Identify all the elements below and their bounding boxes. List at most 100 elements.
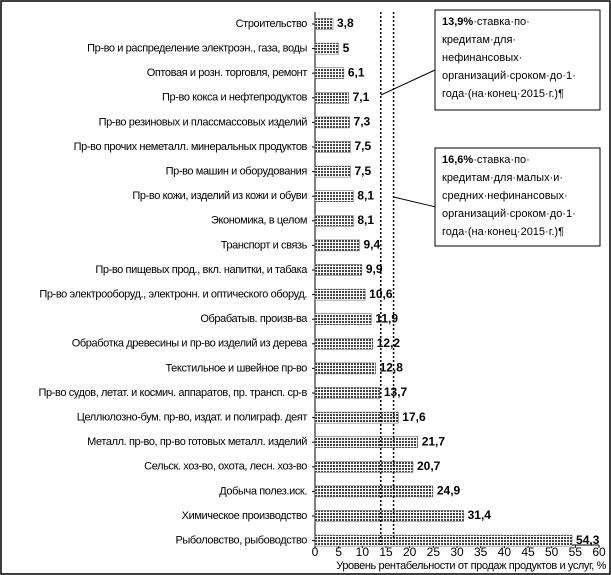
y-tick-label: Строительство [236, 18, 308, 30]
annotation-line: кредитам·для·малых·и· [442, 172, 563, 184]
annotation-text: организаций·сроком·до·1· [442, 70, 576, 82]
x-tick-label: 55 [569, 545, 583, 559]
annotation-box [434, 147, 601, 247]
value-label: 24,9 [437, 484, 461, 498]
annotation-text: нефинансовых· [442, 52, 522, 64]
y-tick-label: Пр-во прочих неметалл. минеральных проду… [74, 141, 308, 153]
value-label: 9,4 [363, 238, 380, 252]
annotation-line: ·ставка·по· [473, 16, 530, 28]
bar [314, 116, 350, 129]
x-tick-label: 15 [379, 545, 393, 559]
y-tick-label: Рыболовство, рыбоводство [175, 535, 307, 547]
annotation-text: года·(на·конец·2015·г.)¶ [442, 226, 564, 238]
value-label: 13,7 [384, 385, 408, 399]
value-label: 6,1 [348, 65, 365, 79]
annotation-line: года·(на·конец·2015·г.)¶ [442, 226, 564, 238]
annotation-bold: 13,9% [442, 16, 473, 28]
value-label: 7,1 [353, 90, 370, 104]
annotation-connector [380, 69, 436, 96]
y-tick-label: Пр-во резиновых и пласcмассовых изделий [99, 116, 308, 128]
bar [314, 141, 351, 153]
bar [314, 313, 372, 325]
x-tick-label: 50 [545, 545, 559, 559]
y-tick-label: Пр-во и распределение электроэн., газа, … [87, 43, 307, 55]
bar [314, 239, 360, 252]
annotation-text: организаций·сроком·до·1· [442, 208, 576, 220]
annotation-line: кредитам·для· [442, 34, 516, 46]
bar [314, 190, 354, 202]
bar [314, 387, 381, 399]
bar [314, 534, 573, 547]
value-label: 7,5 [355, 164, 372, 178]
bar [314, 92, 349, 104]
y-tick-label: Химическое производство [182, 510, 308, 522]
y-tick-label: Обработка древесины и пр-во изделий из д… [72, 338, 309, 350]
x-tick-label: 40 [498, 545, 512, 559]
value-label: 9,9 [366, 262, 383, 276]
bar [314, 67, 345, 79]
annotation-line: нефинансовых· [442, 52, 522, 64]
annotation-line: года·(на·конец·2015·г.)¶ [442, 88, 564, 100]
bar [314, 338, 373, 350]
x-tick-label: 25 [427, 545, 441, 559]
value-label: 5 [343, 41, 350, 55]
y-tick-label: Пр-во кожи, изделий из кожи и обуви [132, 190, 307, 202]
bar [314, 264, 363, 276]
bar [314, 215, 354, 227]
value-label: 17,6 [402, 410, 426, 424]
bar [314, 18, 334, 30]
bar [314, 510, 464, 522]
value-label: 7,3 [354, 115, 371, 129]
y-tick-label: Целлюлозно-бум. пр-во, издат. и полиграф… [77, 412, 308, 424]
x-tick-label: 60 [592, 545, 606, 559]
y-tick-label: Металл. пр-во, пр-во готовых металл. изд… [87, 436, 307, 448]
annotation-line: ·ставка·по· [473, 154, 530, 166]
value-label: 7,5 [355, 139, 372, 153]
y-tick-label: Пр-во электрооборуд., электронн. и оптич… [39, 289, 307, 301]
bar [314, 461, 414, 473]
bar [314, 485, 434, 498]
annotation-line: организаций·сроком·до·1· [442, 70, 576, 82]
annotation-line: организаций·сроком·до·1· [442, 208, 576, 220]
bar [314, 362, 376, 375]
x-tick-label: 20 [403, 545, 417, 559]
annotation-box [434, 9, 601, 111]
value-label: 8,1 [357, 188, 374, 202]
bar [314, 42, 339, 55]
annotation-line: средних·нефинансовых· [442, 190, 568, 202]
y-tick-label: Оптовая и розн. торговля, ремонт [147, 67, 308, 79]
y-tick-label: Экономика, в целом [211, 215, 307, 227]
annotation-text: средних·нефинансовых· [442, 190, 568, 202]
y-tick-label: Добыча полез.иск. [219, 485, 307, 497]
x-tick-label: 45 [521, 545, 535, 559]
value-label: 11,9 [375, 311, 398, 325]
x-tick-label: 5 [335, 545, 342, 559]
annotation-text: кредитам·для· [442, 34, 516, 46]
value-label: 12,8 [380, 361, 404, 375]
y-tick-label: Пр-во судов, летат. и космич. аппаратов,… [39, 387, 308, 399]
value-label: 3,8 [337, 16, 354, 30]
value-label: 20,7 [417, 459, 441, 473]
y-tick-label: Пр-во машин и оборудования [166, 166, 308, 178]
bar [314, 436, 418, 448]
y-tick-label: Пр-во кокса и нефтепродуктов [162, 92, 308, 104]
y-tick-label: Текстильное и швейное пр-во [165, 362, 307, 374]
bar [314, 288, 366, 301]
annotation-bold: 16,6% [442, 154, 473, 166]
annotation-text: 13,9%·ставка·по· [442, 16, 530, 28]
x-tick-label: 30 [450, 545, 464, 559]
x-axis-label: Уровень рентабельности от продаж продукт… [336, 560, 606, 572]
value-label: 21,7 [422, 434, 446, 448]
x-tick-label: 0 [312, 545, 319, 559]
x-tick-label: 10 [356, 545, 370, 559]
value-label: 31,4 [468, 508, 492, 522]
annotation-text: кредитам·для·малых·и· [442, 172, 563, 184]
y-tick-label: Сельск. хоз-во, охота, лесн. хоз-во [144, 461, 307, 473]
bar [314, 165, 351, 178]
annotation-connector [393, 196, 436, 208]
y-tick-label: Пр-во пищевых прод., вкл. напитки, и таб… [95, 264, 308, 276]
annotation-text: года·(на·конец·2015·г.)¶ [442, 88, 564, 100]
bar [314, 411, 399, 424]
x-tick-label: 35 [474, 545, 488, 559]
